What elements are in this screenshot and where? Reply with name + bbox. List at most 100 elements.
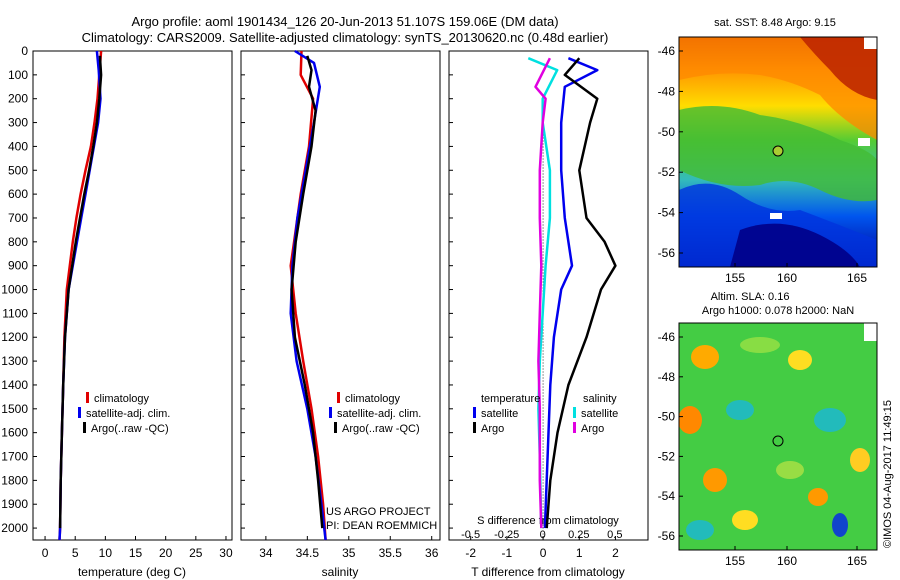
legend-label-satellite: satellite-adj. clim. [337, 408, 421, 420]
t-difference-tick-label: 0 [540, 546, 547, 560]
lat-tick-label: -48 [658, 370, 676, 384]
sla-anomaly-blob [808, 488, 828, 506]
sla-map-lon-axis: 155 160 165 [725, 546, 867, 568]
lat-tick-label: -52 [658, 449, 676, 463]
sla-anomaly-blob [850, 448, 870, 472]
land-patch-nz [864, 37, 877, 49]
difference-profile-lines [527, 57, 617, 529]
depth-tick-label: 900 [8, 259, 28, 273]
lon-tick-label: 165 [847, 554, 867, 568]
sla-anomaly-blob [686, 520, 714, 540]
s-difference-tick-label: 0.25 [568, 529, 589, 541]
sst-map-lon-axis: 155 160 165 [725, 263, 867, 285]
legend-label-climatology: climatology [94, 393, 150, 405]
sla-anomaly-blob [788, 350, 812, 370]
legend-swatch-t-argo [473, 422, 476, 433]
temperature-tick-label: 30 [219, 546, 233, 560]
salinity-tick-label: 35.5 [379, 546, 403, 560]
temperature-tick-label: 20 [159, 546, 173, 560]
depth-tick-label: 700 [8, 211, 28, 225]
temperature-legend: climatology satellite-adj. clim. Argo(..… [78, 392, 170, 435]
lat-tick-label: -50 [658, 125, 676, 139]
s-difference-tick-label: -0.25 [494, 529, 519, 541]
series-line-climatology [58, 50, 103, 541]
depth-tick-label: 800 [8, 235, 28, 249]
lon-tick-label: 165 [847, 271, 867, 285]
salinity-tick-label: 34 [259, 546, 273, 560]
depth-tick-label: 200 [8, 92, 28, 106]
salinity-axis-label: salinity [322, 565, 359, 579]
series-line-argo---raw--qc- [290, 55, 324, 529]
land-patch-nz [864, 323, 877, 341]
lat-tick-label: -46 [658, 330, 676, 344]
lon-tick-label: 155 [725, 271, 745, 285]
legend-label-satellite: satellite-adj. clim. [86, 408, 170, 420]
series-line-argo [534, 57, 552, 529]
salinity-legend: climatology satellite-adj. clim. Argo(..… [326, 392, 437, 532]
depth-tick-label: 1800 [1, 473, 28, 487]
temperature-axis-label: temperature (deg C) [78, 565, 186, 579]
depth-tick-label: 500 [8, 163, 28, 177]
legend-swatch-climatology [337, 392, 340, 403]
lat-tick-label: -52 [658, 165, 676, 179]
argo-float-position-marker [772, 145, 784, 157]
legend-label-t-satellite: satellite [481, 408, 518, 420]
sla-map-title-line1: Altim. SLA: 0.16 [711, 291, 790, 303]
depth-tick-label: 1400 [1, 378, 28, 392]
salinity-panel-frame [240, 50, 441, 541]
legend-swatch-climatology [86, 392, 89, 403]
sla-map-frame [678, 322, 878, 551]
sla-anomaly-blob [732, 510, 758, 530]
legend-swatch-satellite [78, 407, 81, 418]
sst-deep-cold-region [730, 223, 860, 267]
depth-tick-label: 2000 [1, 521, 28, 535]
depth-tick-label: 600 [8, 187, 28, 201]
salinity-tick-label: 35 [342, 546, 356, 560]
salinity-x-axis: 34 34.5 35 35.5 36 [259, 536, 439, 560]
land-patch-island [858, 138, 870, 146]
sst-map-frame [678, 36, 878, 268]
series-line-satellite [543, 57, 599, 529]
project-label: US ARGO PROJECT [326, 506, 431, 518]
imos-credit: ©IMOS 04-Aug-2017 11:49:15 [882, 400, 894, 548]
temperature-panel-frame [32, 50, 233, 541]
lon-tick-label: 160 [777, 554, 797, 568]
salinity-tick-label: 34.5 [296, 546, 320, 560]
sla-map-lat-axis: -46 -48 -50 -52 -54 -56 [658, 330, 683, 543]
lat-tick-label: -54 [658, 206, 676, 220]
lon-tick-label: 160 [777, 271, 797, 285]
pi-label: PI: DEAN ROEMMICH [326, 520, 437, 532]
depth-tick-label: 1100 [2, 306, 28, 320]
s-difference-tick-label: -0.5 [461, 529, 480, 541]
depth-axis: 0 100 200 300 400 500 600 700 800 900 1000 1100 1200… [1, 44, 453, 535]
t-difference-tick-label: -1 [502, 546, 513, 560]
lat-tick-label: -56 [658, 246, 676, 260]
sla-anomaly-blob [679, 406, 702, 434]
s-difference-tick-label: 0.5 [607, 529, 622, 541]
depth-tick-label: 1500 [1, 402, 28, 416]
figure-title-line1: Argo profile: aoml 1901434_126 20-Jun-20… [131, 14, 558, 29]
legend-swatch-satellite [329, 407, 332, 418]
depth-tick-label: 400 [8, 139, 28, 153]
sst-map-title: sat. SST: 8.48 Argo: 9.15 [714, 17, 836, 29]
sst-hot-region [800, 37, 877, 100]
depth-tick-label: 1700 [1, 450, 28, 464]
depth-tick-label: 1300 [1, 354, 28, 368]
lat-tick-label: -54 [658, 489, 676, 503]
series-line-climatology [289, 50, 327, 541]
legend-label-climatology: climatology [345, 393, 401, 405]
difference-panel-frame [448, 50, 649, 541]
difference-legend: temperature satellite Argo salinity sate… [473, 393, 618, 435]
series-line-argo [545, 57, 617, 529]
depth-tick-label: 100 [8, 68, 28, 82]
legend-swatch-s-argo [573, 422, 576, 433]
temperature-x-axis: 0 5 10 15 20 25 30 [42, 536, 233, 560]
lat-tick-label: -56 [658, 529, 676, 543]
sla-anomaly-blob [726, 400, 754, 420]
t-difference-tick-label: 1 [576, 546, 583, 560]
temperature-tick-label: 15 [129, 546, 143, 560]
sla-anomaly-blob [691, 345, 719, 369]
legend-swatch-s-satellite [573, 407, 576, 418]
sla-anomaly-blob [776, 461, 804, 479]
legend-title-salinity: salinity [583, 393, 617, 405]
